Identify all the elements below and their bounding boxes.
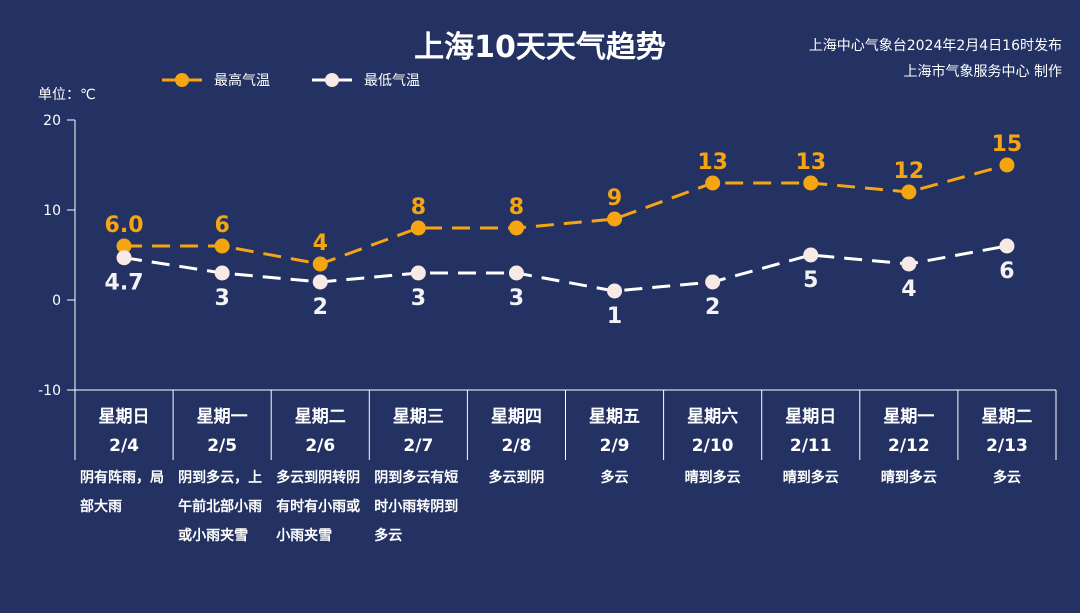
page-title: 上海10天天气趋势 xyxy=(414,30,666,65)
weather-description: 晴到多云 xyxy=(782,470,839,486)
y-tick-label: -10 xyxy=(38,383,61,399)
data-label-high: 6 xyxy=(214,213,229,238)
data-point-high xyxy=(410,220,426,236)
data-point-low xyxy=(214,265,230,281)
weekday-label: 星期二 xyxy=(295,407,346,427)
data-label-high: 15 xyxy=(992,132,1023,157)
data-point-low xyxy=(508,265,524,281)
weekday-label: 星期四 xyxy=(491,407,542,427)
data-point-low xyxy=(312,274,328,290)
date-label: 2/4 xyxy=(109,436,139,456)
publisher-line-1: 上海中心气象台2024年2月4日16时发布 xyxy=(808,38,1062,54)
data-label-low: 5 xyxy=(803,268,818,293)
weekday-label: 星期一 xyxy=(197,407,248,427)
data-point-high xyxy=(214,238,230,254)
date-label: 2/12 xyxy=(888,436,930,456)
data-label-high: 8 xyxy=(509,195,524,220)
date-label: 2/11 xyxy=(790,436,832,456)
data-point-high xyxy=(803,175,819,191)
data-point-low xyxy=(999,238,1015,254)
data-label-high: 6.0 xyxy=(105,213,144,238)
date-label: 2/5 xyxy=(207,436,237,456)
data-point-high xyxy=(116,238,132,254)
series-line-low xyxy=(123,244,1008,293)
y-tick-label: 20 xyxy=(43,113,61,129)
data-point-low xyxy=(803,247,819,263)
publisher-line-2: 上海市气象服务中心 制作 xyxy=(903,64,1062,80)
weather-description: 阴到多云有短时小雨转阴到多云 xyxy=(374,470,459,544)
date-label: 2/10 xyxy=(692,436,734,456)
series-line-high xyxy=(124,163,1008,266)
data-point-low xyxy=(410,265,426,281)
weather-description: 多云 xyxy=(600,470,629,486)
data-point-low xyxy=(705,274,721,290)
data-label-low: 4 xyxy=(901,277,916,302)
weekday-label: 星期五 xyxy=(589,407,640,427)
legend-low: 最低气温 xyxy=(310,70,420,90)
data-point-low xyxy=(116,250,132,266)
weekday-label: 星期日 xyxy=(785,407,836,427)
legend-high-label: 最高气温 xyxy=(214,73,270,89)
data-label-low: 3 xyxy=(411,286,426,311)
data-point-high xyxy=(999,157,1015,173)
weekday-label: 星期六 xyxy=(687,406,738,427)
date-label: 2/7 xyxy=(403,436,433,456)
date-label: 2/6 xyxy=(305,436,335,456)
weather-description: 多云到阴转阴有时有小雨或小雨夹雪 xyxy=(276,470,361,544)
data-label-high: 8 xyxy=(411,195,426,220)
data-label-low: 1 xyxy=(607,304,622,329)
weekday-label: 星期日 xyxy=(99,407,150,427)
data-label-low: 3 xyxy=(509,286,524,311)
data-point-high xyxy=(508,220,524,236)
unit-label: 单位：℃ xyxy=(38,87,96,103)
legend-high-marker-icon xyxy=(162,73,202,87)
weather-description: 阴到多云，上午前北部小雨或小雨夹雪 xyxy=(178,470,263,544)
data-point-high xyxy=(312,256,328,272)
data-label-low: 4.7 xyxy=(105,271,144,296)
legend-low-marker-icon xyxy=(312,73,352,87)
data-label-high: 12 xyxy=(894,159,925,184)
weather-description: 晴到多云 xyxy=(880,470,937,486)
data-label-high: 13 xyxy=(697,150,728,175)
data-point-high xyxy=(607,211,623,227)
weekday-label: 星期三 xyxy=(393,407,444,427)
y-tick-label: 0 xyxy=(52,293,61,309)
data-point-high xyxy=(705,175,721,191)
data-label-low: 6 xyxy=(999,259,1014,284)
data-point-low xyxy=(901,256,917,272)
weather-description: 晴到多云 xyxy=(684,470,741,486)
data-label-high: 9 xyxy=(607,186,622,211)
date-label: 2/8 xyxy=(502,436,532,456)
data-label-low: 2 xyxy=(313,295,328,320)
weather-description: 阴有阵雨，局部大雨 xyxy=(80,470,164,515)
date-label: 2/9 xyxy=(600,436,630,456)
data-label-low: 2 xyxy=(705,295,720,320)
data-label-high: 4 xyxy=(313,231,328,256)
data-label-low: 3 xyxy=(214,286,229,311)
weather-description: 多云 xyxy=(992,470,1021,486)
date-label: 2/13 xyxy=(986,436,1028,456)
data-point-low xyxy=(607,283,623,299)
weekday-label: 星期一 xyxy=(883,407,934,427)
data-label-high: 13 xyxy=(795,150,826,175)
legend-low-label: 最低气温 xyxy=(364,73,420,89)
weekday-label: 星期二 xyxy=(981,407,1032,427)
data-point-high xyxy=(901,184,917,200)
legend-high: 最高气温 xyxy=(160,70,270,90)
y-tick-label: 10 xyxy=(43,203,61,219)
weather-description: 多云到阴 xyxy=(488,470,545,486)
